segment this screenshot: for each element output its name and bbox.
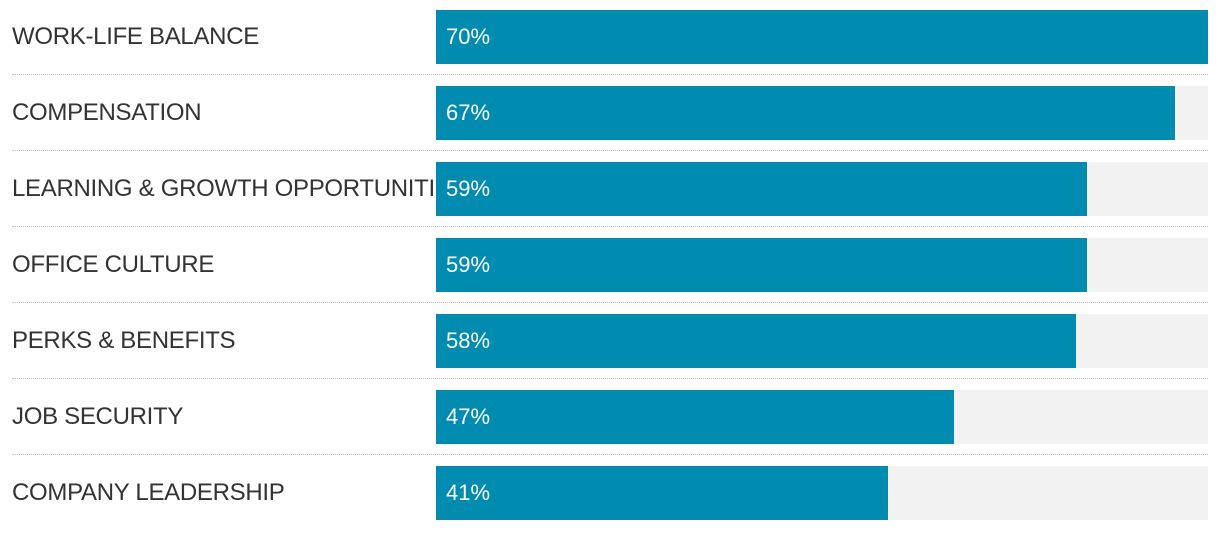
bar: 67%: [436, 86, 1175, 140]
category-label: COMPANY LEADERSHIP: [12, 479, 285, 506]
bar-row: PERKS & BENEFITS 58%: [0, 314, 1220, 390]
category-label: WORK-LIFE BALANCE: [12, 23, 259, 50]
bar: 58%: [436, 314, 1076, 368]
bar: 59%: [436, 238, 1087, 292]
category-label: PERKS & BENEFITS: [12, 327, 236, 354]
bar-row: JOB SECURITY 47%: [0, 390, 1220, 466]
row-divider: [12, 302, 1208, 303]
bar: 59%: [436, 162, 1087, 216]
category-label: LEARNING & GROWTH OPPORTUNITIES: [12, 175, 467, 202]
row-divider: [12, 226, 1208, 227]
bar-track: 58%: [436, 314, 1208, 368]
category-label: COMPENSATION: [12, 99, 202, 126]
bar-track: 67%: [436, 86, 1208, 140]
bar-row: OFFICE CULTURE 59%: [0, 238, 1220, 314]
bar-row: LEARNING & GROWTH OPPORTUNITIES 59%: [0, 162, 1220, 238]
bar-row: COMPANY LEADERSHIP 41%: [0, 466, 1220, 542]
bar: 70%: [436, 10, 1208, 64]
bar-track: 41%: [436, 466, 1208, 520]
bar-track: 47%: [436, 390, 1208, 444]
bar-track: 59%: [436, 162, 1208, 216]
bar-value-label: 59%: [446, 176, 491, 201]
category-label: JOB SECURITY: [12, 403, 184, 430]
bar-value-label: 47%: [446, 404, 491, 429]
horizontal-bar-chart: WORK-LIFE BALANCE 70% COMPENSATION 67% LEARN…: [0, 10, 1220, 520]
bar-row: COMPENSATION 67%: [0, 86, 1220, 162]
bar-value-label: 59%: [446, 252, 491, 277]
bar-row: WORK-LIFE BALANCE 70%: [0, 10, 1220, 86]
row-divider: [12, 150, 1208, 151]
row-divider: [12, 454, 1208, 455]
row-divider: [12, 74, 1208, 75]
bar-value-label: 67%: [446, 100, 491, 125]
bar-track: 59%: [436, 238, 1208, 292]
bar-track: 70%: [436, 10, 1208, 64]
bar-value-label: 41%: [446, 480, 491, 505]
category-label: OFFICE CULTURE: [12, 251, 215, 278]
row-divider: [12, 378, 1208, 379]
bar: 47%: [436, 390, 954, 444]
bar-value-label: 70%: [446, 24, 491, 49]
bar: 41%: [436, 466, 888, 520]
bar-value-label: 58%: [446, 328, 491, 353]
